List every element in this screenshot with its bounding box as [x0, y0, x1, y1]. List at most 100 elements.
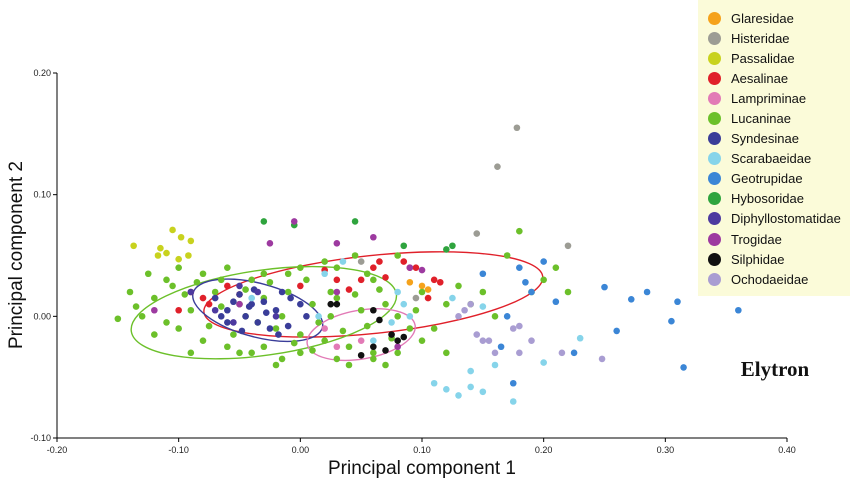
point-lucaninae: [236, 349, 243, 357]
point-passalidae: [169, 226, 176, 234]
point-glaresidae: [424, 286, 432, 293]
point-trogidae: [370, 233, 377, 241]
point-lucaninae: [552, 264, 560, 271]
point-lucaninae: [114, 315, 122, 323]
legend-swatch: [708, 192, 721, 206]
point-lucaninae: [224, 343, 231, 351]
point-diphyllostomatidae: [211, 306, 219, 314]
point-hybosoridae: [400, 242, 408, 250]
point-lucaninae: [211, 288, 219, 296]
point-syndesinae: [266, 325, 274, 332]
point-silphidae: [370, 343, 377, 351]
point-lucaninae: [169, 282, 176, 290]
point-lucaninae: [187, 306, 195, 314]
confidence-ellipse-3: [306, 308, 416, 362]
legend-label: Lucaninae: [731, 111, 791, 127]
point-scarabaeidae: [321, 270, 328, 278]
point-lucaninae: [564, 288, 572, 296]
point-lucaninae: [297, 264, 304, 271]
point-lucaninae: [327, 288, 335, 296]
point-lucaninae: [297, 349, 304, 357]
point-lucaninae: [138, 313, 146, 320]
legend-swatch: [708, 132, 721, 146]
point-lucaninae: [333, 355, 341, 363]
point-geotrupidae: [522, 278, 529, 286]
point-lucaninae: [309, 300, 316, 308]
legend-item-glaresidae: Glaresidae: [708, 8, 850, 28]
point-lucaninae: [321, 337, 328, 344]
point-trogidae: [394, 343, 401, 351]
point-lucaninae: [418, 337, 426, 344]
point-lucaninae: [193, 278, 201, 286]
legend-item-aesalinae: Aesalinae: [708, 68, 850, 88]
legend-item-syndesinae: Syndesinae: [708, 129, 850, 149]
point-silphidae: [400, 333, 408, 341]
point-geotrupidae: [497, 343, 505, 351]
point-ochodaeidae: [473, 331, 481, 338]
point-lucaninae: [382, 361, 389, 369]
legend-swatch: [708, 11, 721, 25]
point-trogidae: [290, 218, 298, 225]
point-lucaninae: [491, 313, 499, 320]
legend-swatch: [708, 152, 721, 166]
point-lucaninae: [151, 294, 158, 302]
point-aesalinae: [199, 294, 207, 302]
point-syndesinae: [236, 291, 243, 298]
point-lucaninae: [278, 313, 286, 320]
x-tick-label: -0.20: [47, 445, 68, 455]
legend-swatch: [708, 51, 721, 65]
point-silphidae: [327, 300, 335, 308]
point-ochodaeidae: [479, 337, 487, 344]
point-scarabaeidae: [479, 303, 487, 310]
legend-item-diphyllostomatidae: Diphyllostomatidae: [708, 209, 850, 229]
panel-annotation: Elytron: [741, 357, 810, 381]
point-syndesinae: [245, 303, 253, 310]
point-lucaninae: [370, 276, 377, 284]
point-lucaninae: [351, 252, 359, 259]
point-lucaninae: [394, 252, 401, 259]
x-tick-label: 0.10: [413, 445, 431, 455]
point-aesalinae: [357, 276, 365, 284]
point-lampriminae: [333, 343, 341, 351]
point-lucaninae: [327, 313, 335, 320]
point-scarabaeidae: [576, 334, 584, 342]
point-scarabaeidae: [394, 288, 401, 296]
point-syndesinae: [242, 313, 249, 320]
point-silphidae: [388, 331, 395, 338]
point-scarabaeidae: [339, 258, 347, 265]
point-histeridae: [473, 230, 481, 237]
point-glaresidae: [418, 282, 426, 290]
point-silphidae: [382, 347, 389, 354]
point-scarabaeidae: [315, 313, 322, 320]
point-syndesinae: [272, 306, 280, 314]
point-silphidae: [370, 306, 377, 314]
point-syndesinae: [278, 288, 286, 296]
point-aesalinae: [205, 300, 213, 308]
point-lucaninae: [290, 339, 298, 347]
legend-swatch: [708, 71, 721, 85]
point-ochodaeidae: [598, 355, 606, 363]
legend: Glaresidae Histeridae Passalidae Aesalinae L…: [698, 0, 850, 296]
point-lucaninae: [303, 276, 310, 284]
point-lucaninae: [321, 258, 328, 265]
legend-item-trogidae: Trogidae: [708, 229, 850, 249]
point-diphyllostomatidae: [254, 288, 262, 296]
point-lucaninae: [333, 294, 341, 302]
legend-label: Diphyllostomatidae: [731, 211, 841, 227]
point-hybosoridae: [449, 242, 456, 250]
legend-item-lampriminae: Lampriminae: [708, 88, 850, 108]
point-lucaninae: [163, 319, 170, 326]
legend-item-ochodaeidae: Ochodaeidae: [708, 269, 850, 289]
point-aesalinae: [376, 258, 383, 265]
point-ochodaeidae: [467, 300, 474, 308]
y-axis-title: Principal component 2: [6, 161, 27, 349]
point-lucaninae: [363, 322, 371, 330]
point-lucaninae: [370, 355, 377, 363]
point-passalidae: [130, 242, 137, 250]
point-lucaninae: [315, 319, 322, 326]
point-syndesinae: [287, 294, 294, 302]
point-silphidae: [394, 337, 401, 344]
confidence-ellipse-0: [203, 251, 544, 338]
point-syndesinae: [224, 306, 231, 314]
point-lucaninae: [339, 327, 347, 335]
